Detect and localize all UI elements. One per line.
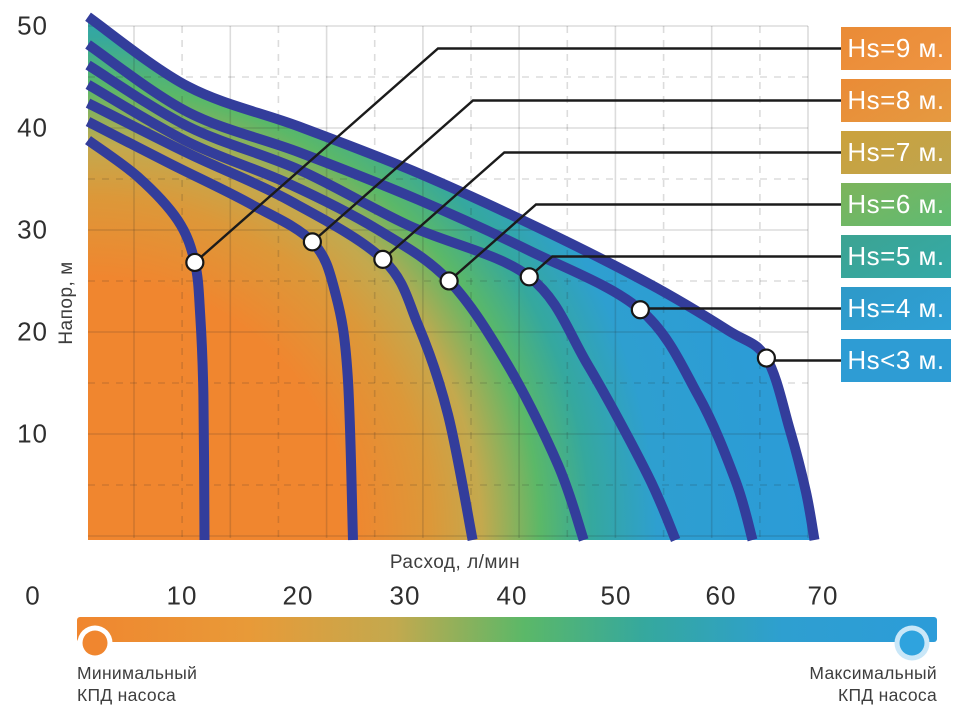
legend-item-Hs8: Hs=8 м. [841, 79, 951, 122]
min-efficiency-label-line1: Минимальный [77, 663, 198, 683]
x-tick-label: 10 [166, 580, 198, 611]
y-tick-label: 20 [17, 316, 48, 347]
leader-lines [194, 47, 841, 362]
legend-item-label: Hs=6 м. [847, 189, 945, 219]
efficiency-gradient-bar [77, 617, 937, 661]
y-tick-label: 50 [17, 10, 48, 41]
curve-marker [439, 271, 459, 291]
x-axis-title: Расход, л/мин [389, 552, 521, 573]
x-tick-label: 40 [496, 580, 528, 611]
curve-markers [185, 232, 776, 368]
curve-marker [302, 232, 322, 252]
legend-item-Hs4: Hs=4 м. [841, 287, 951, 330]
x-tick-label: 50 [600, 580, 632, 611]
curve-marker [756, 348, 776, 368]
leader-line [528, 255, 841, 278]
leader-line [639, 307, 841, 311]
max-efficiency-label-line2: КПД насоса [837, 685, 937, 705]
y-axis-title: Напор, м [56, 261, 77, 345]
leader-line [311, 99, 841, 243]
pump-curve-Hs5 [85, 60, 681, 542]
legend-item-label: Hs=9 м. [847, 33, 945, 63]
max-efficiency-marker [899, 630, 925, 656]
pump-curve-Hs4 [85, 40, 758, 542]
legend-item-label: Hs=7 м. [847, 137, 945, 167]
legend-item-label: Hs=4 м. [847, 293, 945, 323]
efficiency-bar [77, 617, 937, 642]
legend-item-label: Hs=8 м. [847, 85, 945, 115]
y-tick-label: 10 [17, 418, 48, 449]
min-efficiency-label-line2: КПД насоса [77, 685, 177, 705]
pump-curve-Hs9 [85, 136, 210, 541]
leader-line [382, 151, 841, 261]
min-efficiency-label: Минимальный КПД насоса [77, 662, 197, 706]
x-tick-label: 30 [389, 580, 421, 611]
x-tick-label: 0 [25, 580, 41, 611]
leader-line [765, 357, 841, 362]
curve-marker [519, 267, 539, 287]
pump-curve-Hs<3 [85, 12, 820, 541]
x-tick-label: 70 [807, 580, 839, 611]
max-efficiency-label: Максимальный КПД насоса [809, 662, 937, 706]
legend-item-label: Hs=5 м. [847, 241, 945, 271]
curve-marker [630, 300, 650, 320]
legend-item-Hs9: Hs=9 м. [841, 27, 951, 70]
leader-line [194, 47, 841, 264]
legend-item-Hs5: Hs=5 м. [841, 235, 951, 278]
min-efficiency-marker [82, 630, 108, 656]
x-tick-label: 20 [282, 580, 314, 611]
legend-item-Hs7: Hs=7 м. [841, 131, 951, 174]
legend-item-Hs6: Hs=6 м. [841, 183, 951, 226]
curve-marker [373, 249, 393, 269]
y-tick-label: 30 [17, 214, 48, 245]
x-tick-label: 60 [705, 580, 737, 611]
y-tick-label: 40 [17, 112, 48, 143]
curve-marker [185, 252, 205, 273]
max-efficiency-label-line1: Максимальный [809, 663, 937, 683]
grid [88, 25, 809, 538]
legend-item-label: Hs<3 м. [847, 345, 945, 375]
legend-item-Hs<3: Hs<3 м. [841, 339, 951, 382]
pump-curve-Hs6 [85, 80, 589, 542]
leader-line [448, 203, 841, 282]
